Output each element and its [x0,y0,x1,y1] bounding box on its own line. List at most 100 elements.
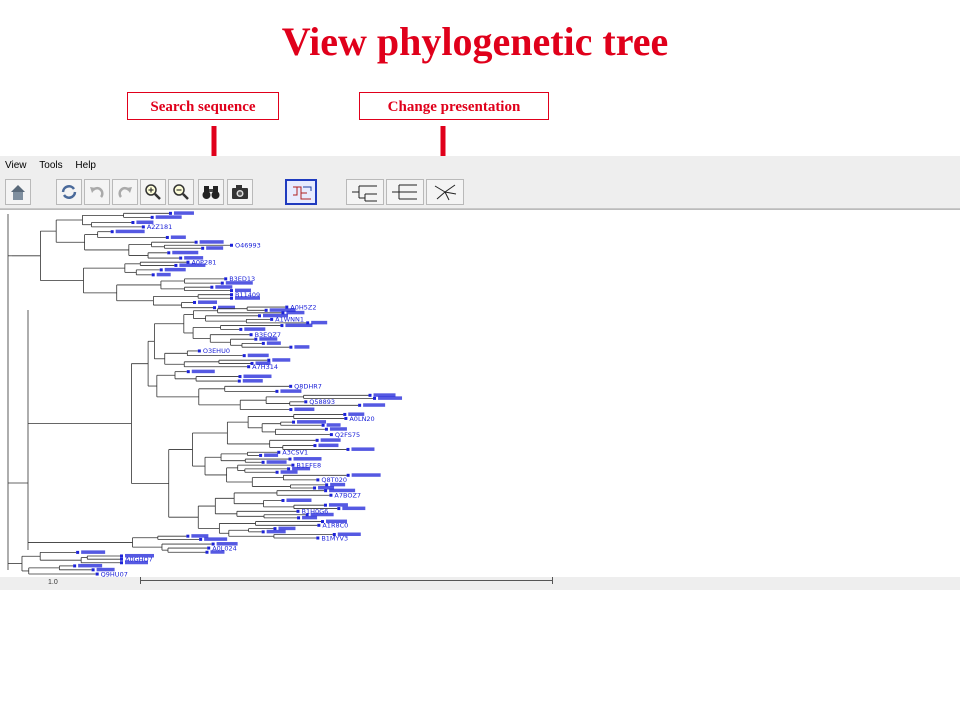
leaf-node[interactable] [179,256,183,260]
leaf-label[interactable]: Q58893 [309,398,335,406]
leaf-node[interactable] [306,321,310,325]
leaf-node[interactable] [239,327,243,331]
leaf-node[interactable] [110,230,114,234]
leaf-node[interactable] [289,408,293,412]
menu-view[interactable]: View [5,160,27,171]
leaf-node[interactable] [343,412,347,416]
leaf-node[interactable] [199,537,203,541]
undo-button[interactable] [84,179,110,205]
leaf-node[interactable] [325,483,329,487]
leaf-node[interactable] [305,513,309,517]
refresh-button[interactable] [56,179,82,205]
leaf-node[interactable] [346,447,350,451]
leaf-label[interactable]: A2Z181 [147,223,172,231]
leaf-label[interactable]: Q8DHR7 [294,383,322,391]
leaf-node[interactable] [332,532,336,536]
leaf-node[interactable] [210,285,214,289]
leaf-node[interactable] [275,470,279,474]
leaf-label[interactable]: A0LN20 [349,415,374,423]
leaf-node[interactable] [270,317,274,321]
leaf-label[interactable]: B3ED13 [229,275,255,283]
tree-view-button[interactable] [285,179,317,205]
leaf-node[interactable] [242,354,246,358]
leaf-node[interactable] [213,306,217,310]
leaf-node[interactable] [277,450,281,454]
leaf-node[interactable] [321,520,325,524]
leaf-node[interactable] [197,349,201,353]
leaf-node[interactable] [205,550,209,554]
leaf-node[interactable] [249,333,253,337]
leaf-label[interactable]: A0P281 [191,259,216,267]
leaf-node[interactable] [316,536,320,540]
leaf-node[interactable] [193,300,197,304]
leaf-label[interactable]: B1MYV3 [321,534,348,542]
leaf-node[interactable] [292,420,296,424]
leaf-node[interactable] [151,273,155,277]
leaf-node[interactable] [368,393,372,397]
leaf-node[interactable] [313,486,317,490]
leaf-label[interactable]: B1EFE8 [296,461,321,469]
leaf-node[interactable] [168,211,172,215]
leaf-node[interactable] [267,358,271,362]
leaf-node[interactable] [281,498,285,502]
leaf-node[interactable] [324,489,328,493]
leaf-node[interactable] [174,263,178,267]
leaf-node[interactable] [237,379,241,383]
leaf-node[interactable] [250,361,254,365]
leaf-label[interactable]: A1WNN1 [275,316,304,324]
leaf-label[interactable]: Q8T020 [321,476,347,484]
search-sequence-button[interactable] [198,179,224,205]
leaf-label[interactable]: A3CSV1 [282,449,308,457]
leaf-node[interactable] [131,221,135,225]
leaf-node[interactable] [207,546,211,550]
leaf-node[interactable] [261,460,265,464]
zoom-out-button[interactable] [168,179,194,205]
leaf-label[interactable]: O3EHU0 [203,347,230,355]
leaf-node[interactable] [304,400,308,404]
leaf-label[interactable]: A7BOZ7 [334,492,361,500]
leaf-node[interactable] [186,534,190,538]
slanted-tree-button[interactable] [386,179,424,205]
leaf-node[interactable] [297,516,301,520]
leaf-node[interactable] [220,281,224,285]
leaf-node[interactable] [95,572,99,576]
leaf-node[interactable] [186,370,190,374]
leaf-label[interactable]: B1H0G6 [301,508,328,516]
leaf-node[interactable] [186,260,190,264]
leaf-node[interactable] [329,433,333,437]
leaf-node[interactable] [329,493,333,497]
leaf-node[interactable] [150,215,154,219]
leaf-node[interactable] [73,564,77,568]
leaf-label[interactable]: Q2FS75 [335,431,360,439]
leaf-node[interactable] [344,416,348,420]
leaf-label[interactable]: A0L024 [212,544,237,552]
leaf-node[interactable] [273,527,277,531]
leaf-node[interactable] [141,225,145,229]
leaf-label[interactable]: A1R8C0 [322,522,348,530]
leaf-node[interactable] [165,235,169,239]
leaf-node[interactable] [313,444,317,448]
leaf-node[interactable] [373,396,377,400]
leaf-node[interactable] [201,246,205,250]
leaf-node[interactable] [261,341,265,345]
leaf-node[interactable] [238,375,242,379]
leaf-node[interactable] [257,314,261,318]
leaf-node[interactable] [275,389,279,393]
leaf-node[interactable] [259,453,263,457]
phylogenetic-tree-canvas[interactable]: A2Z181 O46993 A0P281 B3ED13 B11409 A0H5Z2 A1WN… [0,209,960,578]
leaf-node[interactable] [120,554,123,558]
leaf-node[interactable] [337,507,341,511]
leaf-node[interactable] [281,311,285,315]
leaf-node[interactable] [321,423,325,427]
leaf-node[interactable] [254,337,258,341]
leaf-node[interactable] [317,523,321,527]
leaf-node[interactable] [289,384,293,388]
home-button[interactable] [5,179,31,205]
leaf-node[interactable] [315,438,319,442]
leaf-node[interactable] [76,550,80,554]
leaf-node[interactable] [324,427,328,431]
zoom-in-button[interactable] [140,179,166,205]
leaf-node[interactable] [230,243,233,247]
leaf-node[interactable] [264,308,268,312]
leaf-node[interactable] [230,296,233,300]
